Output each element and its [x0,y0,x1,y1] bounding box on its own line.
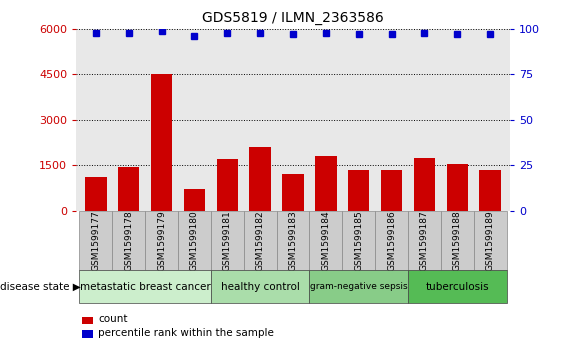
Bar [381,170,402,211]
Bar [414,158,435,211]
Bar [151,74,172,211]
Text: GSM1599185: GSM1599185 [354,210,363,271]
Text: healthy control: healthy control [221,282,299,292]
Bar [80,211,113,270]
Bar [277,211,309,270]
Bar [479,170,501,211]
Bar [217,159,238,211]
Text: GSM1599188: GSM1599188 [453,210,462,271]
Bar [408,211,441,270]
Bar [184,189,205,211]
Bar [315,156,336,211]
Bar [250,147,271,211]
Bar [441,211,473,270]
Text: GSM1599178: GSM1599178 [124,210,133,271]
Bar [178,211,211,270]
Text: GSM1599189: GSM1599189 [486,210,495,271]
Text: GSM1599186: GSM1599186 [387,210,396,271]
Bar [447,164,468,211]
Bar [244,211,277,270]
Bar [145,211,178,270]
Text: GSM1599177: GSM1599177 [91,210,100,271]
Text: GSM1599182: GSM1599182 [255,210,265,271]
Bar [282,174,304,211]
Text: GSM1599184: GSM1599184 [321,210,331,271]
Bar [211,211,244,270]
Text: tuberculosis: tuberculosis [425,282,489,292]
Text: GSM1599180: GSM1599180 [190,210,199,271]
Text: GSM1599183: GSM1599183 [288,210,298,271]
Bar [309,211,342,270]
Text: GSM1599181: GSM1599181 [223,210,232,271]
Bar [80,270,211,303]
Bar [342,211,375,270]
Bar [309,270,408,303]
Bar [375,211,408,270]
Bar [211,270,309,303]
Text: GSM1599187: GSM1599187 [420,210,429,271]
Text: metastatic breast cancer: metastatic breast cancer [80,282,210,292]
Bar [113,211,145,270]
Text: count: count [98,314,128,324]
Text: disease state ▶: disease state ▶ [0,282,81,292]
Text: GSM1599179: GSM1599179 [157,210,166,271]
Text: percentile rank within the sample: percentile rank within the sample [98,327,274,338]
Bar [85,177,107,211]
Title: GDS5819 / ILMN_2363586: GDS5819 / ILMN_2363586 [202,11,384,25]
Bar [408,270,506,303]
Text: gram-negative sepsis: gram-negative sepsis [310,282,407,291]
Bar [473,211,506,270]
Bar [118,167,139,211]
Bar [348,170,369,211]
